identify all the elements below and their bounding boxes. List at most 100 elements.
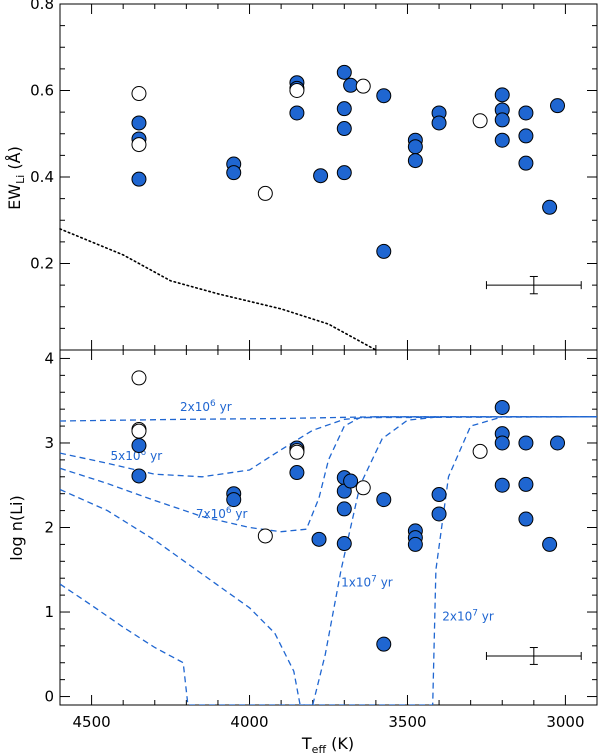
ew-li-filled-point: [313, 168, 329, 184]
teff-axis-title-main: T: [301, 734, 312, 753]
log-n-li-filled-point: [131, 438, 147, 454]
log-n-li-ticks: 4500 4000 3500 3000 0 1 2 3 4: [44, 349, 598, 731]
ew-li-filled-point: [518, 128, 534, 144]
isochrone-curves: [60, 416, 597, 705]
log-n-li-filled-point: [131, 468, 147, 484]
ew-li-error-bar: [485, 275, 582, 295]
ew-li-open-point: [131, 86, 147, 102]
log-n-li-plot-frame: [59, 349, 598, 706]
log-n-li-open-point: [131, 370, 147, 386]
isochrone-label: 5x106 yr: [111, 448, 163, 463]
isochrone-label: 2x107 yr: [442, 608, 494, 623]
ew-li-filled-point: [336, 64, 352, 80]
isochrone-label-unit: yr: [377, 576, 393, 590]
ew-li-open-point: [289, 83, 305, 98]
log-n-li-error-bar: [485, 647, 582, 665]
isochrone-label-exponent: 7: [472, 608, 478, 618]
isochrone-label-unit: yr: [232, 507, 248, 521]
log-n-li-filled-point: [376, 636, 392, 652]
ew-li-curves: [59, 228, 377, 351]
ew-li-panel: 0.2 0.4 0.6 0.8 EWLi (Å): [5, 0, 598, 351]
isochrone-label-base: 2x10: [442, 609, 472, 623]
isochrone-label: 7x106 yr: [196, 506, 248, 521]
teff-axis-title: Teff (K): [301, 734, 354, 755]
isochrone-label-exponent: 6: [210, 399, 216, 409]
ew-li-filled-point: [131, 115, 147, 131]
log-n-li-axis-title: log n(Li): [7, 495, 26, 560]
ew-li-open-point: [257, 185, 273, 201]
log-n-li-y-tick-label: 2: [44, 519, 54, 537]
log-n-li-y-tick-label: 0: [44, 688, 54, 706]
log-n-li-y-tick-label: 3: [44, 434, 54, 452]
ew-li-open-point: [472, 113, 488, 129]
ew-li-filled-point: [518, 155, 534, 171]
ew-li-filled-point: [407, 153, 423, 169]
ew-li-filled-point: [494, 87, 510, 103]
log-n-li-filled-point: [376, 492, 392, 508]
ew-li-axis-title-main: EW: [5, 184, 24, 210]
log-n-li-open-point: [355, 480, 371, 496]
isochrone-line: [60, 416, 597, 422]
log-n-li-filled-point: [518, 511, 534, 527]
log-n-li-filled-point: [494, 399, 510, 415]
log-n-li-filled-point: [407, 536, 423, 552]
isochrone-label-exponent: 7: [371, 575, 377, 585]
log-n-li-filled-point: [431, 506, 447, 522]
isochrone-label-base: 5x10: [111, 449, 141, 463]
ew-li-axis-title-unit: (Å): [5, 146, 24, 175]
teff-axis-title-sub: eff: [312, 743, 327, 755]
isochrone-label-unit: yr: [146, 449, 162, 463]
isochrone-label-unit: yr: [478, 609, 494, 623]
log-n-li-y-tick-label: 4: [44, 349, 54, 367]
ew-li-filled-point: [431, 115, 447, 131]
isochrone-label-base: 2x10: [180, 400, 210, 414]
isochrone-line: [60, 416, 597, 705]
teff-axis-title-unit: (K): [326, 734, 354, 753]
log-n-li-filled-point: [343, 473, 359, 489]
ew-li-y-tick-label: 0.4: [30, 168, 54, 186]
ew-li-filled-point: [336, 165, 352, 181]
x-tick-label: 3500: [388, 713, 426, 731]
ew-li-filled-point: [336, 121, 352, 137]
log-n-li-filled-point: [518, 435, 534, 451]
log-n-li-y-tick-label: 1: [44, 603, 54, 621]
log-n-li-filled-point: [550, 435, 566, 451]
log-n-li-open-point: [472, 443, 488, 459]
ew-li-filled-point: [289, 105, 305, 121]
ew-li-open-point: [355, 78, 371, 94]
isochrone-label-base: 1x10: [341, 576, 371, 590]
ew-li-ticks: 0.2 0.4 0.6 0.8: [30, 0, 598, 351]
x-tick-label: 4500: [72, 713, 110, 731]
isochrone-line: [60, 416, 597, 478]
isochrone-label: 1x107 yr: [341, 575, 393, 590]
log-n-li-open-point: [131, 423, 147, 439]
isochrone-label-base: 7x10: [196, 507, 226, 521]
ew-li-filled-point: [336, 101, 352, 117]
log-n-li-filled-point: [226, 492, 242, 508]
log-n-li-open-point: [289, 444, 305, 460]
log-n-li-filled-point: [494, 435, 510, 451]
log-n-li-filled-point: [431, 487, 447, 503]
ew-li-y-tick-label: 0.6: [30, 82, 54, 100]
ew-li-open-point: [131, 137, 147, 153]
log-n-li-filled-point: [336, 501, 352, 517]
x-tick-label: 4000: [230, 713, 268, 731]
ew-li-axis-title-sub: Li: [14, 175, 27, 184]
log-n-li-filled-point: [542, 536, 558, 552]
x-tick-label: 3000: [546, 713, 584, 731]
isochrone-label-exponent: 6: [141, 448, 147, 458]
isochrone-label-unit: yr: [216, 400, 232, 414]
ew-li-points: [131, 64, 566, 259]
ew-li-filled-point: [131, 171, 147, 187]
log-n-li-points: [131, 370, 566, 652]
ew-li-filled-point: [542, 199, 558, 215]
isochrone-label-exponent: 6: [226, 506, 232, 516]
ew-li-filled-point: [550, 98, 566, 114]
ew-li-filled-point: [376, 88, 392, 104]
dotted-curve: [59, 228, 377, 351]
ew-li-filled-point: [376, 243, 392, 259]
ew-li-filled-point: [407, 139, 423, 155]
